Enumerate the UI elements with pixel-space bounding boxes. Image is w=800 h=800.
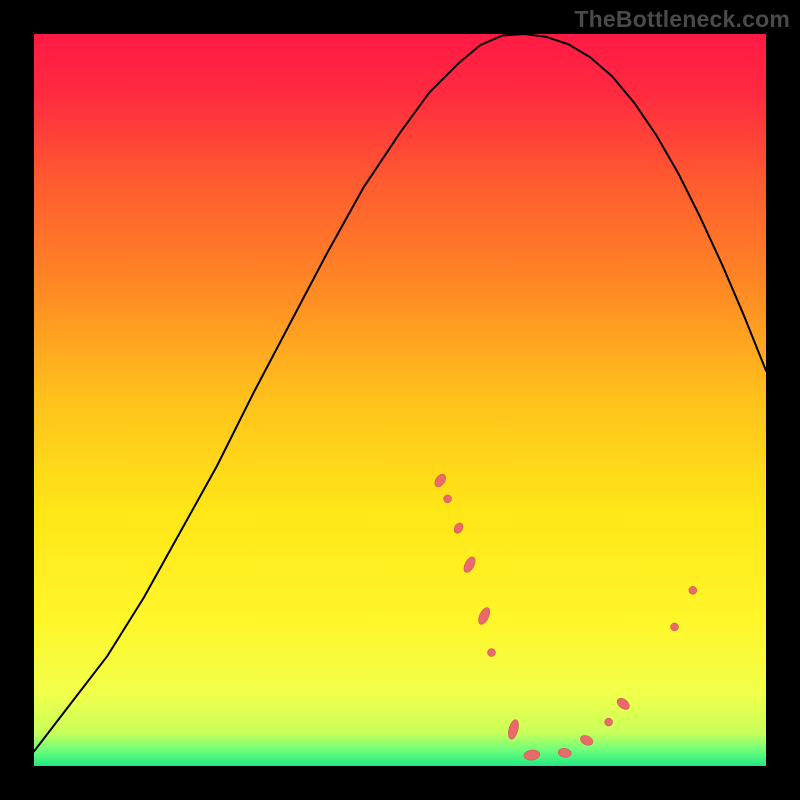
plot-area [34,34,766,766]
watermark-text: TheBottleneck.com [574,6,790,33]
curve-marker [605,718,613,726]
curve-marker [488,649,496,657]
curve-marker [671,623,679,631]
curve-marker [444,495,452,503]
plot-svg [34,34,766,766]
curve-marker [689,586,697,594]
chart-background [34,34,766,766]
chart-root: TheBottleneck.com [0,0,800,800]
